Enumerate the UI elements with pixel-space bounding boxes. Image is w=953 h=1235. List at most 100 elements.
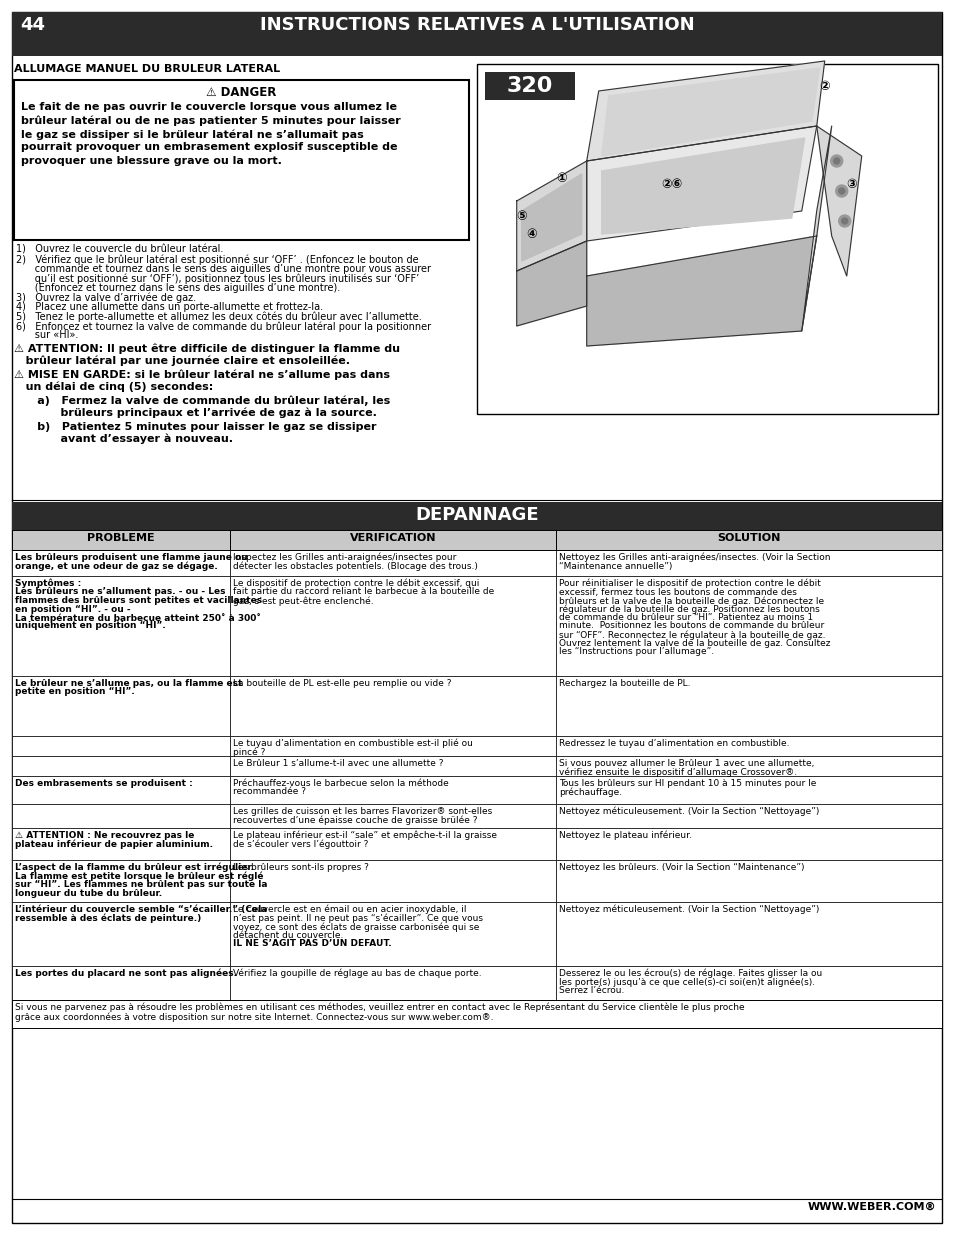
Bar [556,860,941,902]
Bar [230,530,556,550]
Bar [230,860,556,902]
Text: ressemble à des éclats de peinture.): ressemble à des éclats de peinture.) [15,914,201,923]
Text: pincé ?: pincé ? [233,747,265,757]
Text: Redressez le tuyau d’alimentation en combustible.: Redressez le tuyau d’alimentation en com… [558,739,789,748]
Bar [12,756,230,776]
Text: Si vous pouvez allumer le Brûleur 1 avec une allumette,: Si vous pouvez allumer le Brûleur 1 avec… [558,760,814,768]
Text: ⚠ ATTENTION: Il peut être difficile de distinguer la flamme du: ⚠ ATTENTION: Il peut être difficile de d… [14,345,399,354]
Bar [12,860,230,902]
Text: Les brûleurs ne s’allument pas. - ou - Les: Les brûleurs ne s’allument pas. - ou - L… [15,588,225,597]
Text: a)   Fermez la valve de commande du brûleur latéral, les: a) Fermez la valve de commande du brûleu… [14,396,390,406]
Circle shape [841,219,847,224]
Text: La flamme est petite lorsque le brûleur est réglé: La flamme est petite lorsque le brûleur … [15,872,263,881]
Text: ②: ② [819,79,829,93]
Text: ⑤: ⑤ [516,210,526,222]
Bar [12,676,230,736]
Bar [230,756,556,776]
Text: Les brûleurs sont-ils propres ?: Les brûleurs sont-ils propres ? [233,863,369,872]
Bar [556,550,941,576]
Bar [12,736,230,756]
Text: Le couvercle est en émail ou en acier inoxydable, il: Le couvercle est en émail ou en acier in… [233,905,466,914]
Text: Desserez le ou les écrou(s) de réglage. Faites glisser la ou: Desserez le ou les écrou(s) de réglage. … [558,969,821,978]
Text: recouvertes d’une épaisse couche de graisse brülée ?: recouvertes d’une épaisse couche de grai… [233,815,477,825]
Text: Vérifiez la goupille de réglage au bas de chaque porte.: Vérifiez la goupille de réglage au bas d… [233,969,481,978]
Text: de commande du brûleur sur “HI”. Patientez au moins 1: de commande du brûleur sur “HI”. Patient… [558,613,812,622]
Text: Le brûleur ne s’allume pas, ou la flamme est: Le brûleur ne s’allume pas, ou la flamme… [15,679,242,688]
Text: ②⑥: ②⑥ [660,178,681,190]
Text: avant d’essayer à nouveau.: avant d’essayer à nouveau. [14,433,233,445]
Text: ALLUMAGE MANUEL DU BRULEUR LATERAL: ALLUMAGE MANUEL DU BRULEUR LATERAL [14,64,280,74]
Polygon shape [586,236,816,346]
Bar [12,12,941,56]
Bar [230,827,556,860]
Text: flammes des brûleurs sont petites et vacillantes: flammes des brûleurs sont petites et vac… [15,597,262,605]
Polygon shape [586,126,816,241]
Circle shape [838,188,843,194]
Text: sur «HI».: sur «HI». [16,331,78,341]
Text: 5)   Tenez le porte-allumette et allumez les deux côtés du brûleur avec l’allume: 5) Tenez le porte-allumette et allumez l… [16,311,421,322]
Bar [556,776,941,804]
Bar [556,530,941,550]
Bar [556,576,941,676]
Text: Des embrasements se produisent :: Des embrasements se produisent : [15,779,193,788]
Text: excessif, fermez tous les boutons de commande des: excessif, fermez tous les boutons de com… [558,588,796,597]
Text: Nettoyez le plateau inférieur.: Nettoyez le plateau inférieur. [558,831,691,841]
Bar [230,804,556,827]
Text: ③: ③ [845,178,856,190]
Text: Nettoyez les Grilles anti-araignées/insectes. (Voir la Section: Nettoyez les Grilles anti-araignées/inse… [558,553,830,562]
Text: recommandée ?: recommandée ? [233,788,306,797]
Bar [12,776,230,804]
Bar [230,676,556,736]
Polygon shape [586,61,823,161]
Text: les porte(s) jusqu’à ce que celle(s)-ci soi(en)t alignée(s).: les porte(s) jusqu’à ce que celle(s)-ci … [558,977,814,987]
Circle shape [833,158,839,164]
Bar [230,736,556,756]
Text: provoquer une blessure grave ou la mort.: provoquer une blessure grave ou la mort. [21,156,281,165]
Text: grâce aux coordonnées à votre disposition sur notre site Internet. Connectez-vou: grâce aux coordonnées à votre dispositio… [15,1013,493,1023]
Bar [12,827,230,860]
Bar [556,736,941,756]
Circle shape [830,156,841,167]
Polygon shape [517,241,586,326]
Text: PROBLEME: PROBLEME [87,534,154,543]
Bar [556,676,941,736]
Bar [230,576,556,676]
Text: WWW.WEBER.COM®: WWW.WEBER.COM® [806,1202,935,1212]
Text: minute.  Positionnez les boutons de commande du brûleur: minute. Positionnez les boutons de comma… [558,621,823,631]
Bar [230,966,556,1000]
Text: b)   Patientez 5 minutes pour laisser le gaz se dissiper: b) Patientez 5 minutes pour laisser le g… [14,422,376,432]
Text: brüleurs principaux et l’arrivée de gaz à la source.: brüleurs principaux et l’arrivée de gaz … [14,408,376,419]
Text: SOLUTION: SOLUTION [717,534,780,543]
Text: IL NE S’AGIT PAS D’UN DEFAUT.: IL NE S’AGIT PAS D’UN DEFAUT. [233,939,392,948]
Text: Les portes du placard ne sont pas alignées.: Les portes du placard ne sont pas aligné… [15,969,236,978]
Polygon shape [601,138,804,233]
Bar [14,80,469,240]
Text: Ouvrez lentement la valve de la bouteille de gaz. Consultez: Ouvrez lentement la valve de la bouteill… [558,638,830,647]
Text: vérifiez ensuite le dispositif d’allumage Crossover®.: vérifiez ensuite le dispositif d’allumag… [558,767,797,777]
Text: Le Brûleur 1 s’allume-t-il avec une allumette ?: Le Brûleur 1 s’allume-t-il avec une allu… [233,760,443,768]
Bar [230,776,556,804]
Text: (Enfoncez et tournez dans le sens des aiguilles d’une montre).: (Enfoncez et tournez dans le sens des ai… [16,283,340,293]
Text: en position “HI”. - ou -: en position “HI”. - ou - [15,604,131,614]
Text: sur “OFF”. Reconnectez le régulateur à la bouteille de gaz.: sur “OFF”. Reconnectez le régulateur à l… [558,630,824,640]
Text: Rechargez la bouteille de PL.: Rechargez la bouteille de PL. [558,679,690,688]
Text: L’intérieur du couvercle semble “s’écailler.” (Cela: L’intérieur du couvercle semble “s’écail… [15,905,267,914]
Bar [12,576,230,676]
Polygon shape [521,174,581,261]
Text: Nettoyez méticuleusement. (Voir la Section “Nettoyage”): Nettoyez méticuleusement. (Voir la Secti… [558,905,819,914]
Text: ⚠ ATTENTION : Ne recouvrez pas le: ⚠ ATTENTION : Ne recouvrez pas le [15,831,194,840]
Text: Pour réinitialiser le dispositif de protection contre le débit: Pour réinitialiser le dispositif de prot… [558,579,820,589]
Bar [484,72,575,100]
Text: Serrez l’écrou.: Serrez l’écrou. [558,986,623,995]
Text: les “Instructions pour l’allumage”.: les “Instructions pour l’allumage”. [558,647,714,656]
Text: brûleur latéral ou de ne pas patienter 5 minutes pour laisser: brûleur latéral ou de ne pas patienter 5… [21,116,400,126]
Text: ⚠ MISE EN GARDE: si le brûleur latéral ne s’allume pas dans: ⚠ MISE EN GARDE: si le brûleur latéral n… [14,370,390,380]
Bar [230,550,556,576]
Text: Les grilles de cuisson et les barres Flavorizer® sont-elles: Les grilles de cuisson et les barres Fla… [233,806,492,816]
Text: 3)   Ouvrez la valve d’arrivée de gaz.: 3) Ouvrez la valve d’arrivée de gaz. [16,293,196,303]
Text: plateau inférieur de papier aluminium.: plateau inférieur de papier aluminium. [15,840,213,848]
Text: sur “HI”. Les flammes ne brûlent pas sur toute la: sur “HI”. Les flammes ne brûlent pas sur… [15,881,267,889]
Text: préchauffage.: préchauffage. [558,788,621,797]
Text: DEPANNAGE: DEPANNAGE [415,506,538,524]
Text: Préchauffez-vous le barbecue selon la méthode: Préchauffez-vous le barbecue selon la mé… [233,779,448,788]
